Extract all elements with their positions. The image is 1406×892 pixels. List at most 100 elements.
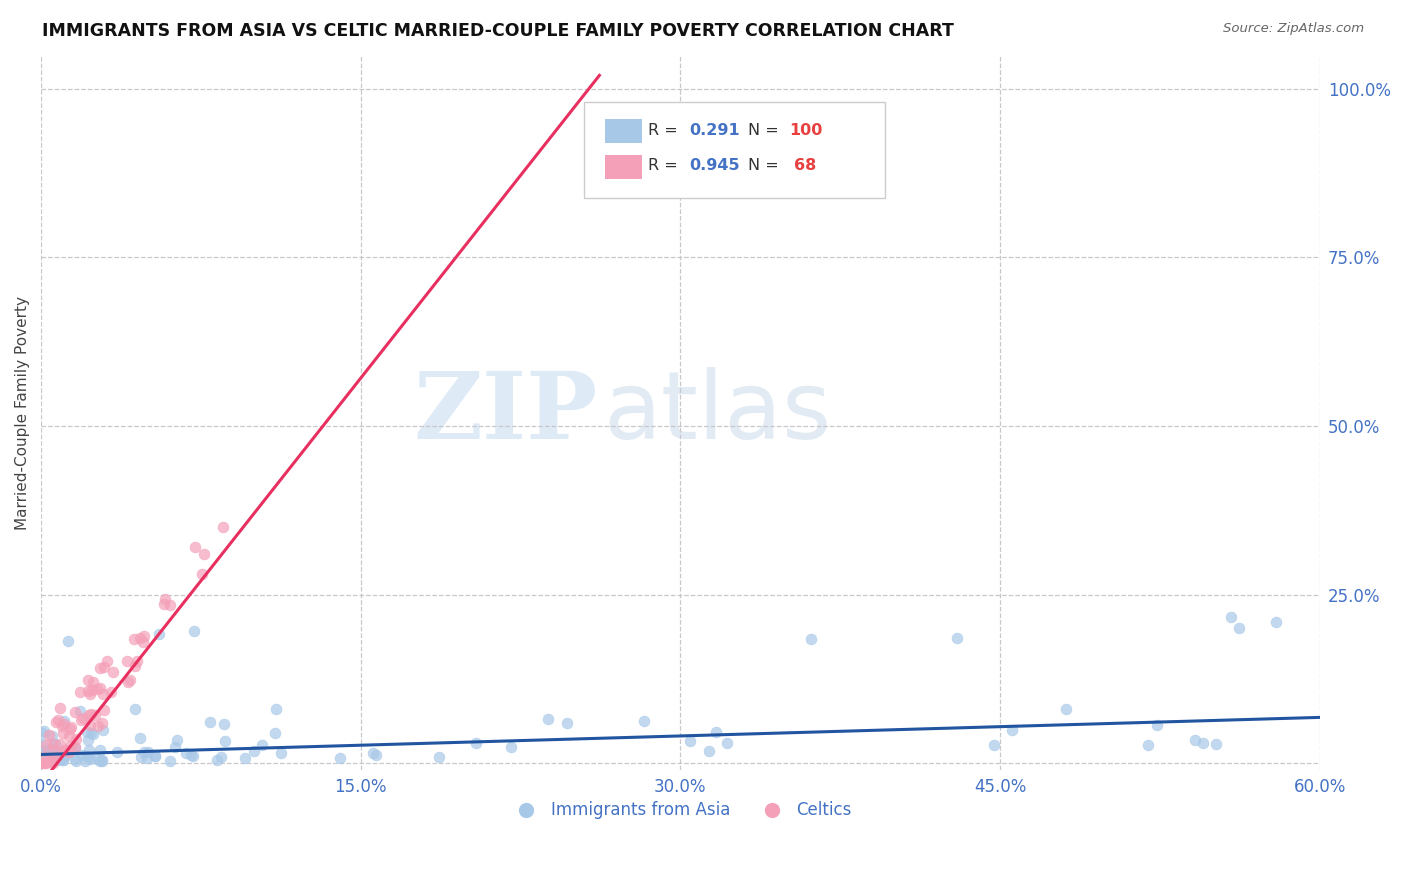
Point — [183, 541, 205, 555]
FancyBboxPatch shape — [605, 154, 643, 178]
Point — [465, 736, 488, 750]
Point — [537, 712, 560, 726]
Point — [77, 732, 100, 747]
Point — [41, 730, 63, 744]
Point — [129, 632, 152, 646]
Point — [77, 750, 100, 764]
Point — [233, 751, 256, 765]
Point — [70, 747, 93, 762]
Point — [125, 654, 148, 668]
Point — [86, 681, 108, 696]
Point — [159, 599, 181, 613]
Point — [77, 673, 100, 687]
Point — [91, 753, 114, 767]
Point — [87, 719, 110, 733]
Point — [42, 743, 65, 757]
Text: R =: R = — [648, 123, 683, 137]
Text: IMMIGRANTS FROM ASIA VS CELTIC MARRIED-COUPLE FAMILY POVERTY CORRELATION CHART: IMMIGRANTS FROM ASIA VS CELTIC MARRIED-C… — [42, 22, 955, 40]
Point — [329, 751, 352, 765]
Point — [697, 744, 720, 758]
Point — [41, 741, 63, 756]
Point — [48, 714, 70, 728]
Point — [45, 714, 67, 729]
Point — [214, 734, 236, 748]
Point — [361, 747, 384, 761]
Point — [48, 700, 70, 714]
FancyBboxPatch shape — [585, 102, 884, 198]
Point — [270, 746, 292, 760]
Point — [180, 747, 202, 762]
Point — [427, 749, 450, 764]
Point — [131, 635, 153, 649]
Point — [38, 728, 60, 742]
Point — [153, 592, 176, 607]
Point — [128, 731, 150, 746]
Point — [59, 739, 82, 754]
Point — [41, 751, 63, 765]
Point — [59, 722, 82, 736]
Point — [193, 547, 215, 561]
Point — [63, 706, 86, 720]
Point — [31, 726, 53, 740]
Point — [34, 750, 56, 764]
Point — [80, 706, 103, 721]
Point — [58, 745, 80, 759]
Text: 0.291: 0.291 — [689, 123, 740, 137]
Point — [42, 756, 65, 771]
Point — [48, 753, 70, 767]
Point — [1205, 737, 1227, 751]
Point — [100, 684, 122, 698]
Point — [41, 743, 63, 757]
Text: Source: ZipAtlas.com: Source: ZipAtlas.com — [1223, 22, 1364, 36]
Point — [134, 745, 156, 759]
Point — [263, 726, 285, 740]
Point — [501, 739, 523, 754]
Point — [79, 687, 101, 701]
Point — [633, 714, 655, 728]
Text: ZIP: ZIP — [413, 368, 598, 458]
Point — [65, 755, 87, 769]
Point — [31, 737, 53, 751]
Point — [212, 717, 235, 731]
Point — [65, 732, 87, 747]
Point — [557, 716, 579, 731]
Point — [77, 743, 100, 757]
Point — [86, 752, 108, 766]
Point — [716, 736, 738, 750]
Text: 0.945: 0.945 — [689, 159, 740, 173]
Point — [55, 742, 77, 756]
Point — [163, 740, 186, 755]
Point — [35, 751, 58, 765]
Text: N =: N = — [748, 159, 779, 173]
Point — [52, 753, 75, 767]
Point — [55, 747, 77, 762]
Point — [89, 754, 111, 768]
Point — [90, 754, 112, 768]
Point — [1054, 702, 1077, 716]
Point — [135, 751, 157, 765]
Point — [1001, 723, 1024, 737]
Point — [32, 724, 55, 739]
Point — [93, 659, 115, 673]
Point — [200, 714, 222, 729]
Point — [159, 754, 181, 768]
Point — [31, 748, 53, 763]
Point — [77, 684, 100, 698]
Point — [243, 744, 266, 758]
Point — [77, 708, 100, 723]
Point — [205, 753, 228, 767]
Point — [166, 733, 188, 747]
Point — [366, 747, 388, 762]
Point — [181, 749, 204, 764]
Point — [1227, 621, 1250, 635]
Point — [183, 624, 205, 639]
Point — [89, 681, 111, 696]
Point — [30, 753, 52, 767]
Point — [58, 729, 80, 743]
Point — [129, 750, 152, 764]
Point — [59, 720, 82, 734]
Point — [34, 745, 56, 759]
Point — [118, 673, 141, 687]
Point — [44, 738, 66, 752]
Point — [82, 727, 104, 741]
